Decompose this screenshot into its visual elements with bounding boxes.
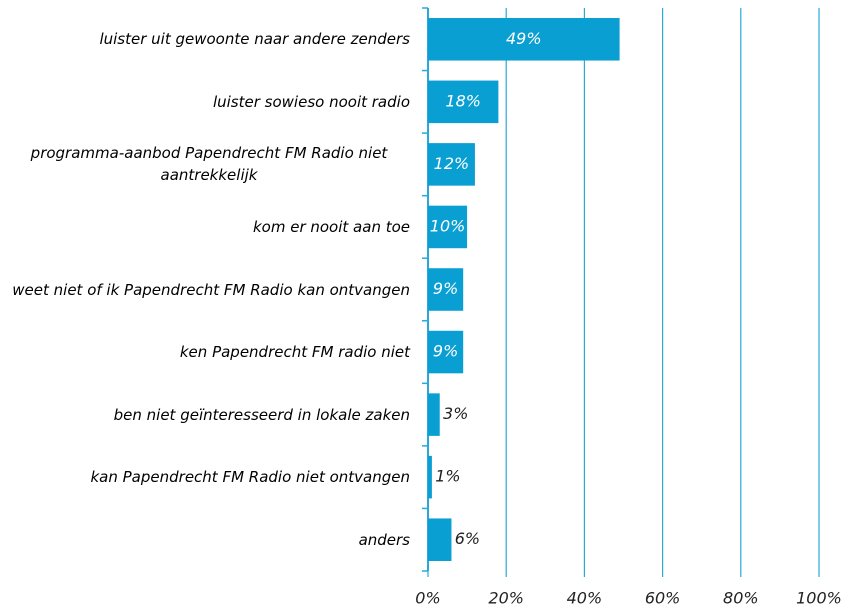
category-text: kan Papendrecht FM Radio niet ontvangen bbox=[90, 468, 410, 487]
category-text: kom er nooit aan toe bbox=[252, 217, 410, 236]
category-text: programma-aanbod Papendrecht FM Radio ni… bbox=[30, 144, 388, 185]
category-label: weet niet of ik Papendrecht FM Radio kan… bbox=[8, 279, 410, 301]
bar bbox=[428, 143, 475, 186]
bar bbox=[428, 80, 499, 124]
category-text: anders bbox=[358, 530, 410, 549]
x-tick-label: 80% bbox=[723, 589, 759, 608]
bar bbox=[428, 205, 468, 249]
category-label: luister uit gewoonte naar andere zenders bbox=[8, 28, 410, 50]
category-label: ben niet geïnteresseerd in lokale zaken bbox=[8, 404, 410, 426]
bar bbox=[428, 18, 620, 61]
bar bbox=[428, 268, 464, 311]
value-label: 1% bbox=[435, 467, 460, 486]
value-label: 9% bbox=[433, 279, 458, 298]
category-label: luister sowieso nooit radio bbox=[8, 91, 410, 113]
category-label: ken Papendrecht FM radio niet bbox=[8, 341, 410, 363]
x-tick-label: 40% bbox=[567, 589, 603, 608]
value-label: 9% bbox=[433, 342, 458, 361]
value-label: 6% bbox=[455, 529, 480, 548]
x-tick-label: 0% bbox=[415, 589, 440, 608]
bar bbox=[428, 330, 464, 374]
value-label: 49% bbox=[506, 29, 542, 48]
bar bbox=[428, 518, 452, 561]
x-tick-label: 100% bbox=[796, 589, 842, 608]
category-text: luister uit gewoonte naar andere zenders bbox=[99, 30, 410, 49]
category-text: luister sowieso nooit radio bbox=[212, 92, 410, 111]
category-text: ken Papendrecht FM radio niet bbox=[179, 343, 410, 362]
category-label: programma-aanbod Papendrecht FM Radio ni… bbox=[8, 142, 410, 186]
category-text: ben niet geïnteresseerd in lokale zaken bbox=[113, 405, 410, 424]
value-label: 3% bbox=[443, 404, 468, 423]
value-label: 12% bbox=[434, 154, 470, 173]
category-label: anders bbox=[8, 529, 410, 551]
x-tick-label: 60% bbox=[645, 589, 681, 608]
value-label: 10% bbox=[430, 216, 466, 235]
category-label: kan Papendrecht FM Radio niet ontvangen bbox=[8, 466, 410, 488]
value-label: 18% bbox=[445, 91, 481, 110]
bar bbox=[428, 393, 440, 436]
bar bbox=[428, 455, 432, 499]
x-tick-label: 20% bbox=[488, 589, 524, 608]
category-label: kom er nooit aan toe bbox=[8, 216, 410, 238]
category-text: weet niet of ik Papendrecht FM Radio kan… bbox=[12, 280, 410, 299]
